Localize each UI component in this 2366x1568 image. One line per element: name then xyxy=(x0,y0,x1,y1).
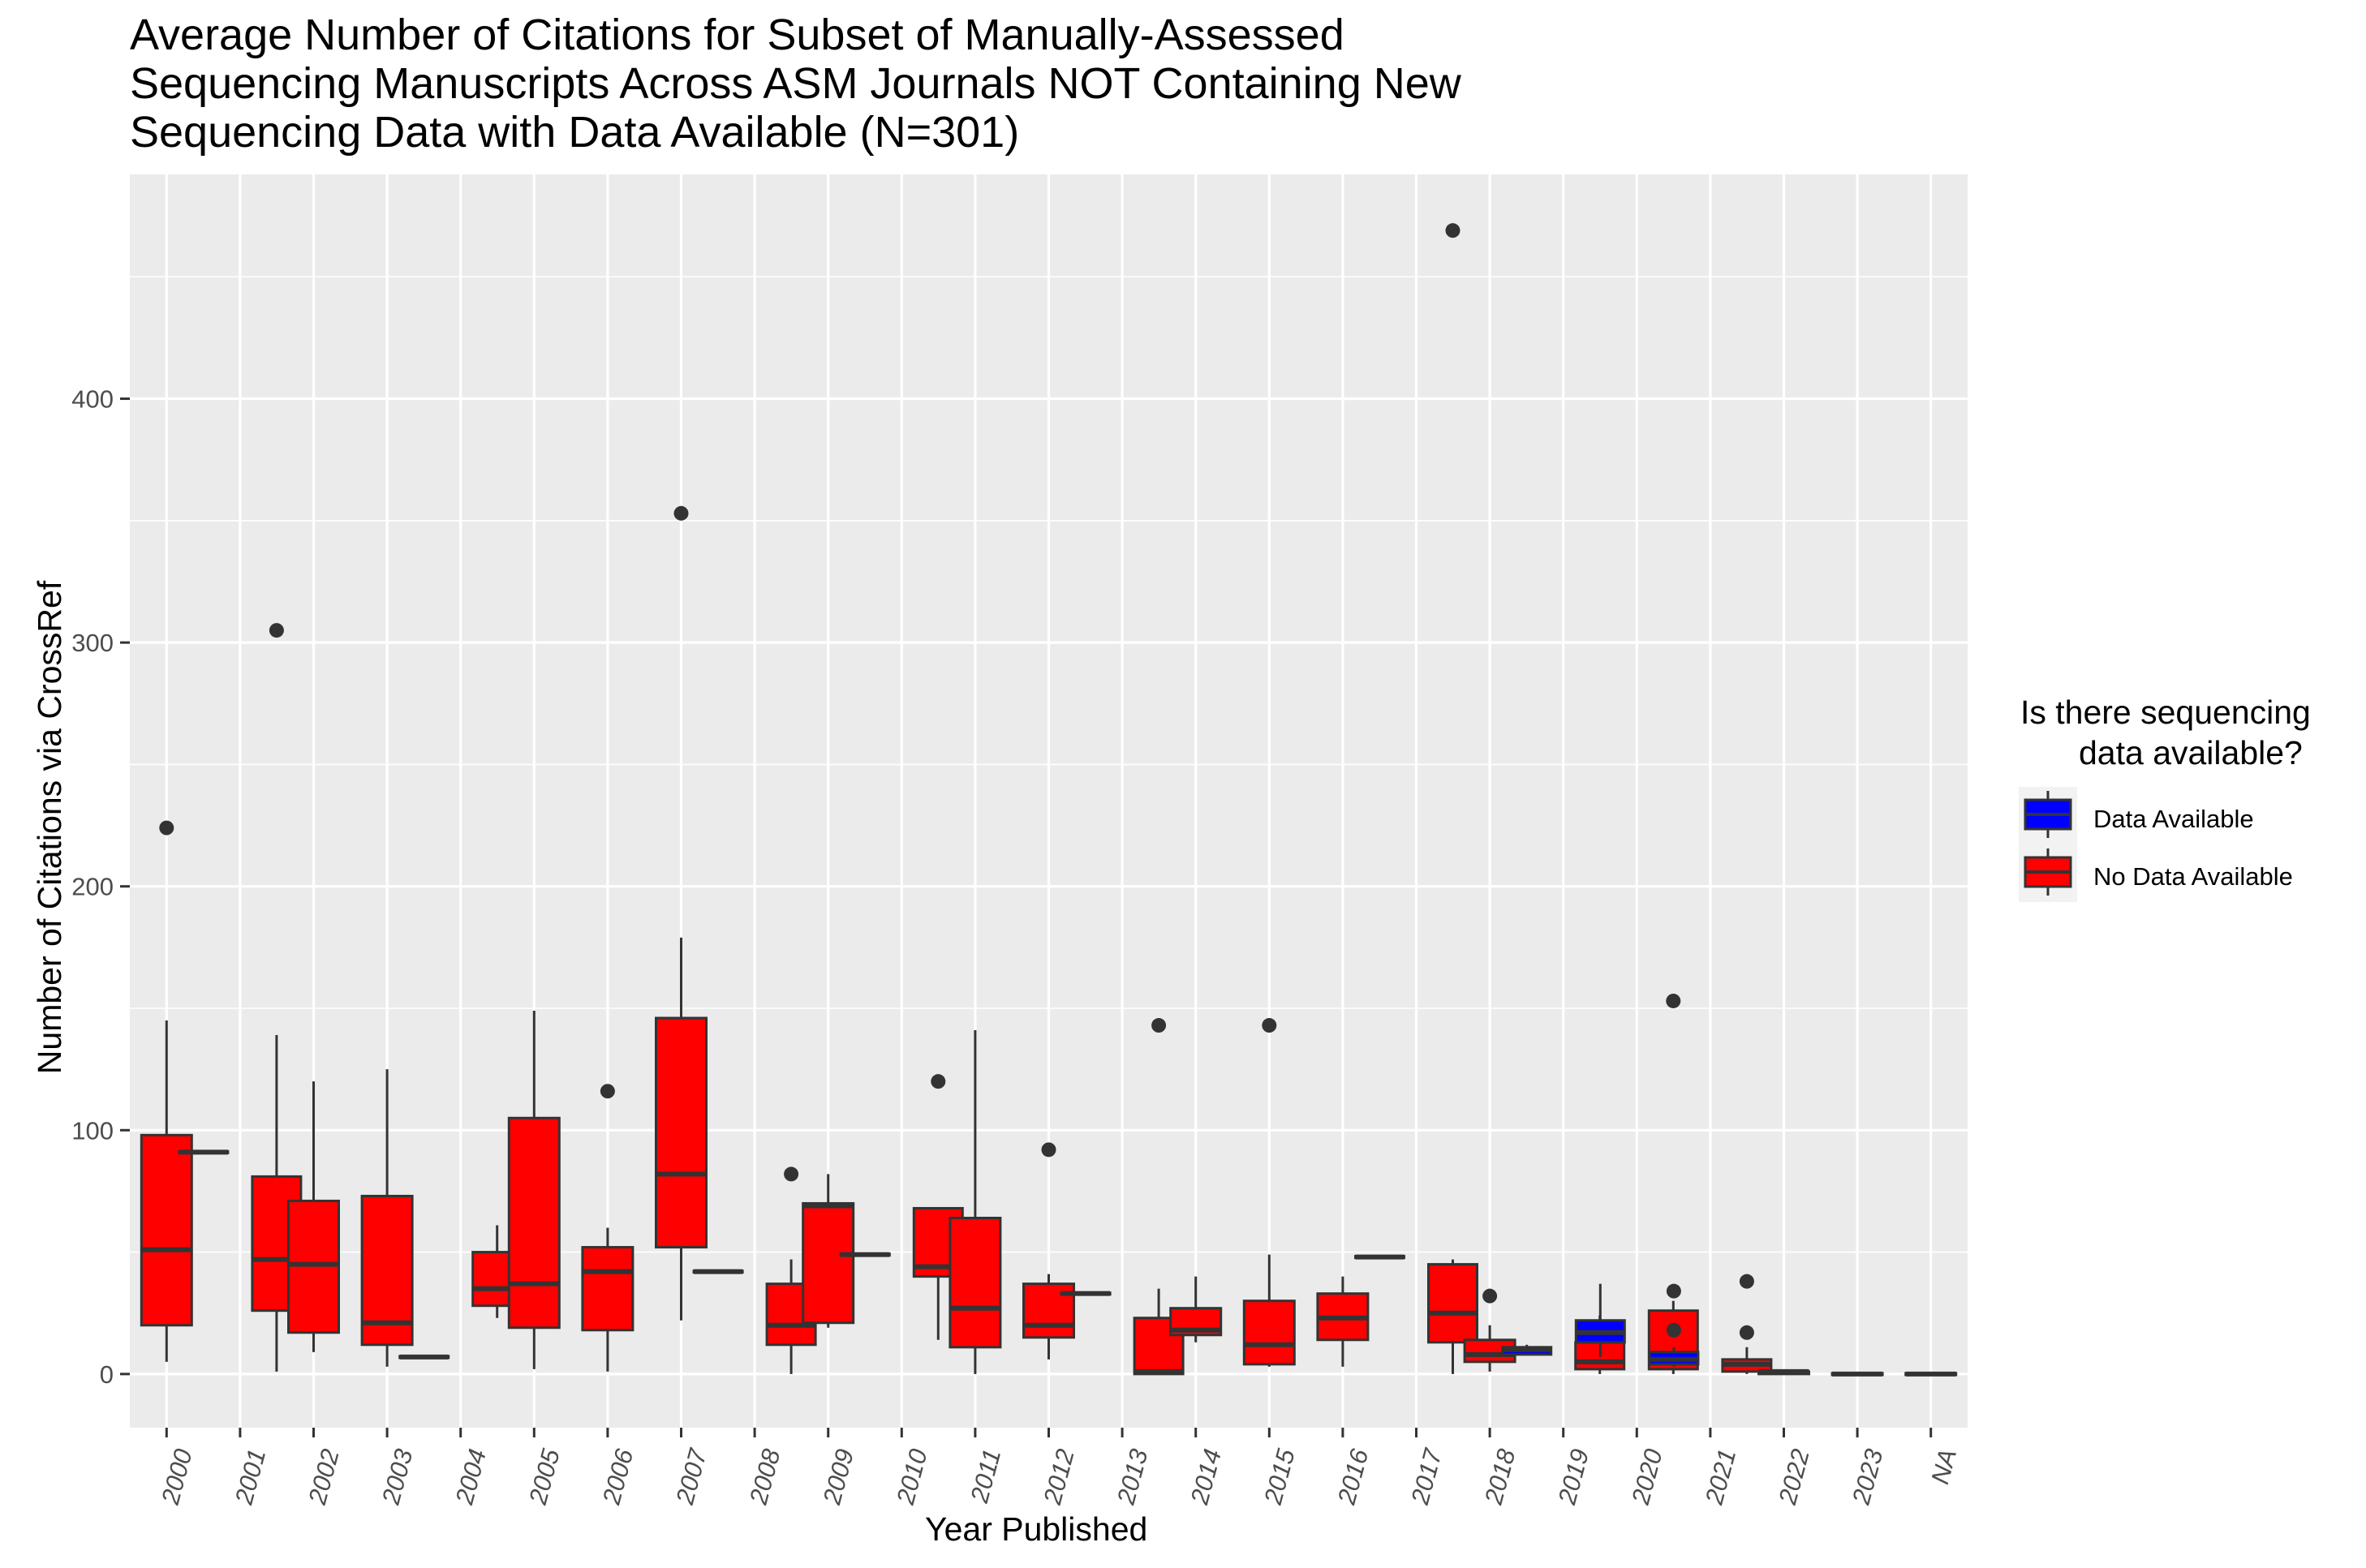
outlier-point xyxy=(1151,1018,1167,1033)
box-2014-no-data-available xyxy=(1169,1276,1223,1342)
outlier-point xyxy=(1739,1274,1754,1289)
chart-title-line-3: Sequencing Data with Data Available (N=3… xyxy=(130,108,1020,157)
box-body xyxy=(581,1246,635,1332)
box-2019-data-available xyxy=(1501,1344,1553,1356)
box-body xyxy=(1427,1263,1478,1344)
y-axis-title: Number of Citations via CrossRef xyxy=(31,580,68,1075)
box-2000-no-data-available xyxy=(140,820,193,1362)
box-2002-no-data-available xyxy=(287,1081,340,1352)
box-2013-no-data-available xyxy=(1133,1018,1185,1376)
outlier-point xyxy=(673,505,689,521)
box-body xyxy=(1242,1300,1296,1366)
y-tick-label: 300 xyxy=(71,629,114,657)
y-tick-label: 100 xyxy=(71,1116,114,1145)
legend-key-no-data-available xyxy=(2024,848,2072,896)
outlier-point xyxy=(784,1166,799,1182)
legend xyxy=(2019,787,2077,902)
y-axis: 0 100 200 300 400 xyxy=(71,385,130,1389)
box-2020-data-available xyxy=(1574,1283,1626,1357)
box-2017-data-available xyxy=(1354,1254,1405,1260)
y-tick-label: 200 xyxy=(71,873,114,901)
outlier-point xyxy=(1666,1322,1681,1338)
x-tick-label: 2016 xyxy=(1331,1446,1374,1508)
legend-key-data-available xyxy=(2024,791,2072,838)
box-body xyxy=(802,1201,855,1325)
box-body xyxy=(949,1216,1002,1349)
box-2016-no-data-available xyxy=(1316,1276,1370,1367)
legend-label-data-available: Data Available xyxy=(2093,805,2254,833)
box-2006-no-data-available xyxy=(581,1084,635,1372)
x-tick-label: 2006 xyxy=(596,1446,639,1508)
outlier-point xyxy=(1041,1142,1056,1158)
x-tick-label: 2010 xyxy=(891,1446,933,1509)
outlier-point xyxy=(1666,993,1681,1008)
outlier-point xyxy=(269,623,284,638)
box-2022-no-data-available xyxy=(1757,1368,1810,1376)
x-tick-label: 2014 xyxy=(1185,1446,1227,1509)
box-2013-data-available xyxy=(1060,1291,1112,1296)
x-tick-label: 2018 xyxy=(1479,1446,1521,1508)
y-tick-label: 0 xyxy=(100,1360,114,1389)
x-tick-label: 2003 xyxy=(376,1446,419,1509)
x-tick-label: 2007 xyxy=(670,1445,712,1508)
outlier-point xyxy=(600,1084,615,1099)
x-tick-label: 2008 xyxy=(744,1446,786,1508)
x-tick-label: 2020 xyxy=(1626,1446,1668,1509)
x-tick-label: 2013 xyxy=(1112,1446,1154,1509)
chart-title-line-2: Sequencing Manuscripts Across ASM Journa… xyxy=(130,59,1461,108)
outlier-point xyxy=(1666,1283,1681,1299)
x-tick-label: 2000 xyxy=(156,1446,198,1509)
box-2004-data-available xyxy=(398,1354,450,1360)
x-tick-label: 2019 xyxy=(1552,1446,1594,1509)
x-tick-label: 2012 xyxy=(1038,1446,1080,1509)
box-2003-no-data-available xyxy=(360,1069,414,1367)
box-2015-no-data-available xyxy=(1242,1018,1296,1367)
x-tick-label: 2005 xyxy=(523,1446,566,1508)
box-2007-no-data-available xyxy=(655,505,708,1321)
x-tick-label: 2001 xyxy=(229,1446,271,1509)
x-tick-label: NA xyxy=(1925,1446,1962,1488)
legend-title-line-1: Is there sequencing xyxy=(2020,694,2311,731)
box-body xyxy=(140,1133,193,1327)
box-2021-data-available xyxy=(1648,1283,1700,1367)
box-2023-no-data-available xyxy=(1830,1371,1884,1377)
legend-label-no-data-available: No Data Available xyxy=(2093,862,2293,891)
x-tick-label: 2011 xyxy=(965,1446,1006,1506)
chart-title-line-1: Average Number of Citations for Subset o… xyxy=(130,11,1344,59)
x-tick-label: 2022 xyxy=(1773,1446,1815,1509)
outlier-point xyxy=(1482,1288,1498,1304)
box-body xyxy=(360,1194,414,1347)
box-body xyxy=(655,1016,708,1249)
y-tick-label: 400 xyxy=(71,385,114,414)
box-series xyxy=(140,223,1958,1377)
x-tick-label: 2017 xyxy=(1405,1445,1448,1508)
box-2005-no-data-available xyxy=(507,1011,561,1369)
box-2011-no-data-available xyxy=(949,1030,1002,1374)
legend-title-line-2: data available? xyxy=(2079,734,2303,771)
x-tick-label: 2009 xyxy=(817,1446,859,1509)
box-2001-data-available xyxy=(178,1149,230,1155)
x-tick-label: 2004 xyxy=(450,1446,492,1509)
box-2021-no-data-available xyxy=(1721,1274,1773,1374)
box-2008-data-available xyxy=(692,1269,744,1274)
outlier-point xyxy=(1445,223,1460,238)
x-tick-label: 2021 xyxy=(1699,1446,1741,1509)
x-tick-label: 2023 xyxy=(1847,1446,1889,1509)
x-tick-label: 2015 xyxy=(1258,1446,1301,1508)
x-tick-label: 2002 xyxy=(303,1446,345,1509)
x-axis-title: Year Published xyxy=(925,1510,1148,1548)
outlier-point xyxy=(1262,1018,1277,1033)
outlier-point xyxy=(159,820,174,836)
box-2009-no-data-available xyxy=(802,1174,855,1328)
outlier-point xyxy=(1739,1325,1754,1340)
box-body xyxy=(287,1199,340,1334)
box-2017-no-data-available xyxy=(1427,223,1478,1374)
box-2010-data-available xyxy=(839,1252,891,1257)
box-NA-no-data-available xyxy=(1904,1371,1958,1377)
box-body xyxy=(507,1116,561,1330)
x-axis: 2000 2001 2002 2003 2004 2005 2006 2007 2008 2009… xyxy=(156,1428,1962,1508)
outlier-point xyxy=(931,1074,946,1089)
